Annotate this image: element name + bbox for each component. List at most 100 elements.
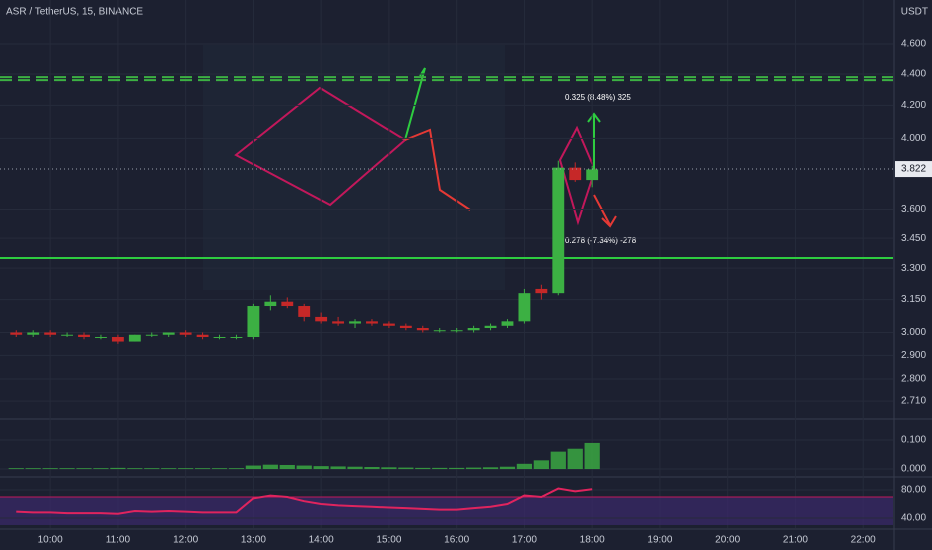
histogram-bar <box>245 465 262 470</box>
candle-body <box>111 337 124 342</box>
candle-body <box>535 288 548 294</box>
histogram-bar <box>533 460 549 470</box>
x-tick-label: 17:00 <box>512 535 537 546</box>
histogram-bar <box>76 468 92 470</box>
candle-body <box>247 306 260 338</box>
candle-body <box>145 334 158 336</box>
candle-body <box>569 167 582 181</box>
x-tick-label: 16:00 <box>444 535 469 546</box>
histogram-bar <box>347 466 363 470</box>
x-tick-label: 18:00 <box>580 535 605 546</box>
chart-title: ASR / TetherUS, 15, BINANCE <box>6 7 143 18</box>
histogram-bar <box>25 468 41 470</box>
histogram-bar <box>42 468 58 470</box>
y-tick-label: 2.900 <box>901 350 926 361</box>
x-tick-label: 19:00 <box>647 535 672 546</box>
candle-body <box>27 332 40 335</box>
histogram-bar <box>279 464 295 470</box>
candle-body <box>230 337 243 339</box>
histogram-bar <box>482 467 499 470</box>
candle-body <box>467 328 480 331</box>
x-tick-label: 21:00 <box>783 535 808 546</box>
candle-body <box>399 325 412 329</box>
y-tick-label: 3.150 <box>901 294 926 305</box>
histogram-bar <box>262 464 278 470</box>
histogram-bar <box>313 466 329 470</box>
histogram-bar <box>381 467 397 470</box>
candle-body <box>349 321 361 324</box>
candle-body <box>264 301 277 307</box>
histogram-bar <box>449 467 465 470</box>
y-tick-label: 3.300 <box>901 263 926 274</box>
axis-unit: USDT <box>901 7 928 18</box>
y-tick-label: 0.100 <box>901 435 926 446</box>
annotation: 0.278 (-7.34%) -278 <box>565 236 637 245</box>
candle-body <box>382 323 395 326</box>
candle-body <box>315 316 328 322</box>
histogram-bar <box>194 468 211 470</box>
histogram-bar <box>567 448 583 470</box>
histogram-bar <box>8 468 24 470</box>
histogram-bar <box>584 442 600 470</box>
x-tick-label: 20:00 <box>715 535 740 546</box>
candle-body <box>518 293 531 322</box>
histogram-bar <box>398 467 414 470</box>
indicator-line <box>16 487 593 515</box>
histogram-bar <box>516 463 533 470</box>
candle-body <box>416 328 429 331</box>
candle-body <box>501 321 514 326</box>
x-tick-label: 22:00 <box>851 535 876 546</box>
histogram-bar <box>432 467 448 470</box>
x-tick-label: 15:00 <box>376 535 401 546</box>
candle-body <box>281 301 294 307</box>
histogram-bar <box>178 468 194 470</box>
y-tick-label: 2.800 <box>901 374 926 385</box>
y-tick-label: 4.000 <box>901 133 926 144</box>
histogram-bar <box>161 468 177 470</box>
candle-body <box>332 321 345 324</box>
histogram-bar <box>465 467 482 470</box>
inset-screenshot <box>203 45 505 290</box>
x-tick-label: 14:00 <box>309 535 334 546</box>
candle-body <box>162 332 175 335</box>
y-tick-label: 4.600 <box>901 39 926 50</box>
y-tick-label: 3.450 <box>901 233 926 244</box>
histogram-bar <box>211 468 228 470</box>
candle-body <box>586 169 599 181</box>
histogram-bar <box>59 468 75 470</box>
histogram-bar <box>93 468 109 470</box>
y-tick-label: 80.00 <box>901 485 926 496</box>
candle-body <box>95 337 107 339</box>
candle-body <box>298 306 311 317</box>
y-tick-label: 4.400 <box>901 69 926 80</box>
arrow-up <box>587 112 601 170</box>
candle-body <box>78 334 90 338</box>
candle-body <box>450 330 463 332</box>
x-tick-label: 11:00 <box>106 535 131 546</box>
candle-body <box>179 332 192 335</box>
x-tick-label: 13:00 <box>241 535 266 546</box>
histogram-bar <box>127 468 143 470</box>
candle-body <box>366 321 378 324</box>
y-tick-label: 0.000 <box>901 464 926 475</box>
candle-body <box>44 332 57 335</box>
arrow-down <box>404 128 471 211</box>
y-tick-label: 2.710 <box>901 396 926 407</box>
histogram-bar <box>110 467 126 470</box>
y-tick-label: 3.600 <box>901 204 926 215</box>
y-tick-label: 4.200 <box>901 100 926 111</box>
x-tick-label: 12:00 <box>173 535 198 546</box>
candle-body <box>552 167 565 294</box>
x-tick-label: 10:00 <box>38 535 63 546</box>
y-tick-label: 3.000 <box>901 327 926 338</box>
histogram-bar <box>330 466 346 470</box>
candle-body <box>433 330 446 332</box>
histogram-bar <box>364 467 380 470</box>
candle-body <box>213 337 226 339</box>
annotation: 0.325 (8.48%) 325 <box>565 93 631 102</box>
histogram-bar <box>296 465 312 470</box>
histogram-bar <box>228 468 245 470</box>
y-tick-label: 40.00 <box>901 513 926 524</box>
